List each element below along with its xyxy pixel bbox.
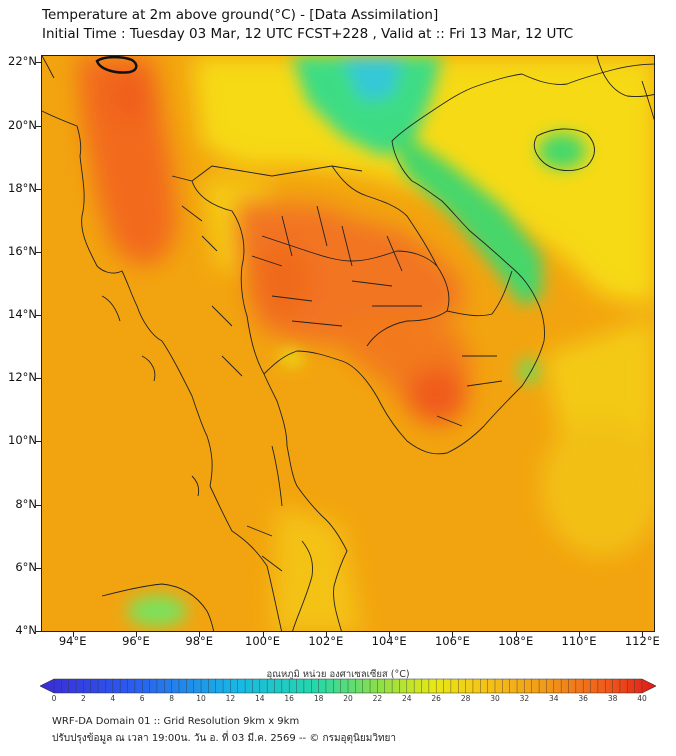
lat-tick <box>36 378 41 380</box>
lon-label: 108°E <box>498 634 534 648</box>
colorbar-tick-label: 2 <box>81 694 86 703</box>
lon-label: 96°E <box>122 634 150 648</box>
lat-tick <box>36 567 41 569</box>
colorbar-tick-label: 40 <box>637 694 647 703</box>
thick-contour <box>95 56 138 74</box>
lat-label: 14°N <box>8 307 37 322</box>
lat-label: 6°N <box>15 559 37 574</box>
colorbar-tick-label: 18 <box>313 694 324 703</box>
lat-label: 18°N <box>8 180 37 195</box>
lon-label: 106°E <box>434 634 470 648</box>
temperature-map <box>41 55 655 632</box>
colorbar-tick-label: 32 <box>519 694 530 703</box>
lon-tick <box>389 632 391 637</box>
lon-label: 110°E <box>561 634 597 648</box>
map-subtitle: Initial Time : Tuesday 03 Mar, 12 UTC FC… <box>42 26 574 42</box>
lon-tick <box>72 632 74 637</box>
lon-label: 94°E <box>58 634 87 648</box>
lat-tick <box>36 188 41 190</box>
hot-zones <box>77 56 472 426</box>
lat-label: 12°N <box>8 370 37 385</box>
colorbar-tick-label: 4 <box>110 694 116 703</box>
lon-tick <box>135 632 137 637</box>
colorbar-tick-label: 16 <box>284 694 294 703</box>
lon-label: 112°E <box>624 634 660 648</box>
map-field <box>42 56 654 631</box>
lon-tick <box>642 632 644 637</box>
lat-label: 16°N <box>8 243 37 258</box>
map-title: Temperature at 2m above ground(°C) - [Da… <box>42 7 439 23</box>
lat-tick <box>36 251 41 253</box>
colorbar-tick-label: 24 <box>402 694 412 703</box>
lon-label: 98°E <box>185 634 214 648</box>
lat-label: 10°N <box>8 433 37 448</box>
colorbar-tick-label: 36 <box>578 694 588 703</box>
colorbar-tick-label: 12 <box>225 694 236 703</box>
lon-label: 102°E <box>308 634 344 648</box>
colorbar-tick-label: 26 <box>431 694 441 703</box>
colorbar-tick-label: 22 <box>372 694 383 703</box>
lon-tick <box>452 632 454 637</box>
lat-label: 22°N <box>8 54 37 69</box>
colorbar-tick-label: 10 <box>196 694 206 703</box>
lon-tick <box>199 632 201 637</box>
lat-tick <box>36 125 41 127</box>
colorbar-tick-label: 28 <box>460 694 471 703</box>
lon-tick <box>325 632 327 637</box>
colorbar-tick-label: 14 <box>255 694 265 703</box>
colorbar-tick-label: 0 <box>51 694 57 703</box>
lon-tick <box>262 632 264 637</box>
lat-tick <box>36 62 41 64</box>
lon-tick <box>579 632 581 637</box>
colorbar-tick-label: 34 <box>549 694 559 703</box>
lat-tick <box>36 315 41 317</box>
colorbar-tick-label: 20 <box>343 694 353 703</box>
colorbar-tick-label: 8 <box>169 694 174 703</box>
lat-label: 20°N <box>8 117 37 132</box>
colorbar-tick-label: 38 <box>607 694 618 703</box>
colorbar-title: อุณหภูมิ หน่วย องศาเซลเซียส (°C) <box>266 669 410 680</box>
colorbar-tick-label: 30 <box>490 694 500 703</box>
lat-label: 4°N <box>15 623 37 637</box>
lat-label: 8°N <box>15 496 37 511</box>
lon-label: 100°E <box>245 634 281 648</box>
footer-model-info: WRF-DA Domain 01 :: Grid Resolution 9km … <box>52 716 300 727</box>
lon-label: 104°E <box>371 634 407 648</box>
lat-tick <box>36 441 41 443</box>
lat-tick <box>36 631 41 632</box>
coastlines-and-borders <box>42 56 654 631</box>
colorbar-tick-label: 6 <box>139 694 145 703</box>
lat-tick <box>36 504 41 506</box>
footer-update-info: ปรับปรุงข้อมูล ณ เวลา 19:00น. วัน อ. ที่… <box>52 733 397 744</box>
lon-tick <box>515 632 517 637</box>
colorbar <box>40 678 656 694</box>
